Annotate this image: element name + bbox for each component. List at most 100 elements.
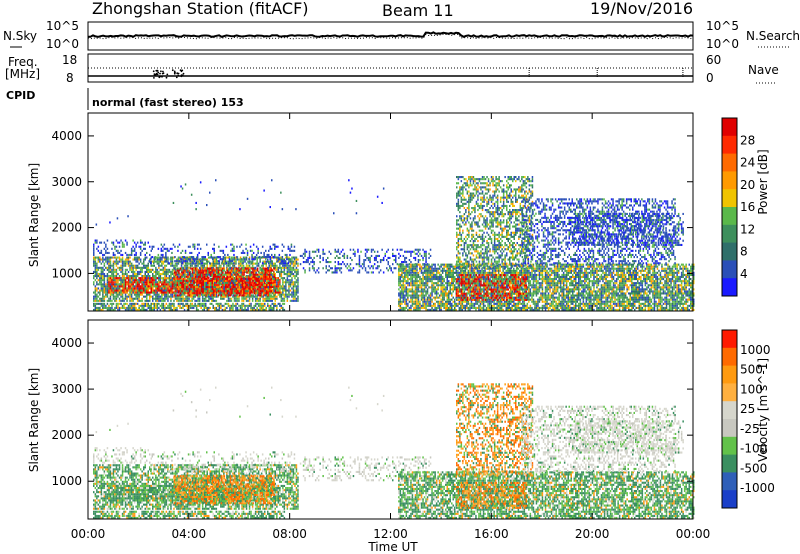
power-cell	[149, 275, 151, 277]
power-cell	[374, 263, 376, 265]
power-cell	[389, 265, 391, 267]
power-cell	[249, 284, 251, 286]
power-cell	[107, 275, 109, 277]
power-cell	[204, 303, 206, 305]
power-cell	[228, 268, 230, 270]
power-cell	[279, 292, 281, 294]
power-cell	[99, 303, 101, 305]
power-cell	[228, 276, 230, 278]
power-cell	[404, 295, 406, 297]
power-cell	[272, 284, 274, 286]
power-cell	[246, 300, 248, 302]
power-cell	[380, 269, 382, 271]
power-cell	[117, 294, 119, 296]
power-cell	[210, 307, 212, 309]
power-cell	[141, 290, 143, 292]
power-cell	[413, 257, 415, 259]
power-cell	[258, 294, 260, 296]
power-cell	[398, 301, 400, 303]
power-cell	[101, 281, 103, 283]
power-cell	[131, 252, 133, 254]
power-cell	[274, 244, 276, 246]
power-cell	[272, 282, 274, 284]
power-cell	[287, 265, 289, 267]
power-cell	[297, 277, 299, 279]
power-cell	[353, 253, 355, 255]
power-cell	[222, 284, 224, 286]
power-cell	[122, 281, 124, 283]
power-cell	[172, 292, 174, 294]
power-cell	[157, 259, 159, 261]
power-cell	[327, 269, 329, 271]
power-cell	[262, 307, 264, 309]
power-cell	[96, 263, 98, 265]
power-cell	[278, 294, 280, 296]
power-cell	[176, 300, 178, 302]
power-cell	[132, 265, 134, 267]
power-cell	[407, 282, 409, 284]
power-cell	[233, 250, 235, 252]
power-cell	[293, 296, 295, 298]
power-cell	[104, 305, 106, 307]
power-cell	[143, 259, 145, 261]
power-cell	[198, 274, 200, 276]
power-cell	[102, 305, 104, 307]
power-cell	[132, 303, 134, 305]
power-cell	[237, 292, 239, 294]
power-cell	[239, 288, 241, 290]
power-cell	[192, 286, 194, 288]
power-cell	[212, 248, 214, 250]
power-cell	[104, 275, 106, 277]
power-cell	[225, 290, 227, 292]
power-cell	[276, 287, 278, 289]
power-cell	[401, 290, 403, 292]
power-cell	[306, 261, 308, 263]
power-cell	[163, 283, 165, 285]
power-cell	[143, 292, 145, 294]
power-cell	[281, 307, 283, 309]
power-cell	[191, 307, 193, 309]
power-cell	[239, 278, 241, 280]
power-cell	[181, 268, 183, 270]
power-cell	[236, 246, 238, 248]
power-cell	[120, 300, 122, 302]
power-cell	[126, 244, 128, 246]
power-cell	[164, 271, 166, 273]
power-cell	[111, 277, 113, 279]
power-cell	[225, 280, 227, 282]
power-cell	[213, 300, 215, 302]
power-cell	[400, 266, 402, 268]
power-cell	[230, 272, 232, 274]
power-cell	[401, 295, 403, 297]
power-cell	[263, 274, 265, 276]
power-cell	[108, 257, 110, 259]
power-cell	[140, 294, 142, 296]
power-cell	[383, 257, 385, 259]
power-cell	[279, 267, 281, 269]
power-cell	[179, 307, 181, 309]
power-cell	[96, 257, 98, 259]
power-cell	[219, 274, 221, 276]
power-cell	[212, 278, 214, 280]
power-cell	[117, 287, 119, 289]
power-cell	[134, 294, 136, 296]
power-cell	[175, 274, 177, 276]
power-cell	[193, 274, 195, 276]
power-cell	[149, 292, 151, 294]
power-cell	[128, 279, 130, 281]
power-cell	[174, 270, 176, 272]
power-cell	[132, 290, 134, 292]
power-cell	[116, 273, 118, 275]
power-cell	[400, 292, 402, 294]
power-cell	[119, 259, 121, 261]
power-cell	[215, 292, 217, 294]
power-cell	[214, 244, 216, 246]
power-cell	[281, 292, 283, 294]
power-cell	[193, 307, 195, 309]
power-cell	[163, 271, 165, 273]
power-cell	[287, 296, 289, 298]
power-cell	[152, 303, 154, 305]
power-cell	[365, 249, 367, 251]
power-cell	[259, 300, 261, 302]
power-cell	[135, 267, 137, 269]
